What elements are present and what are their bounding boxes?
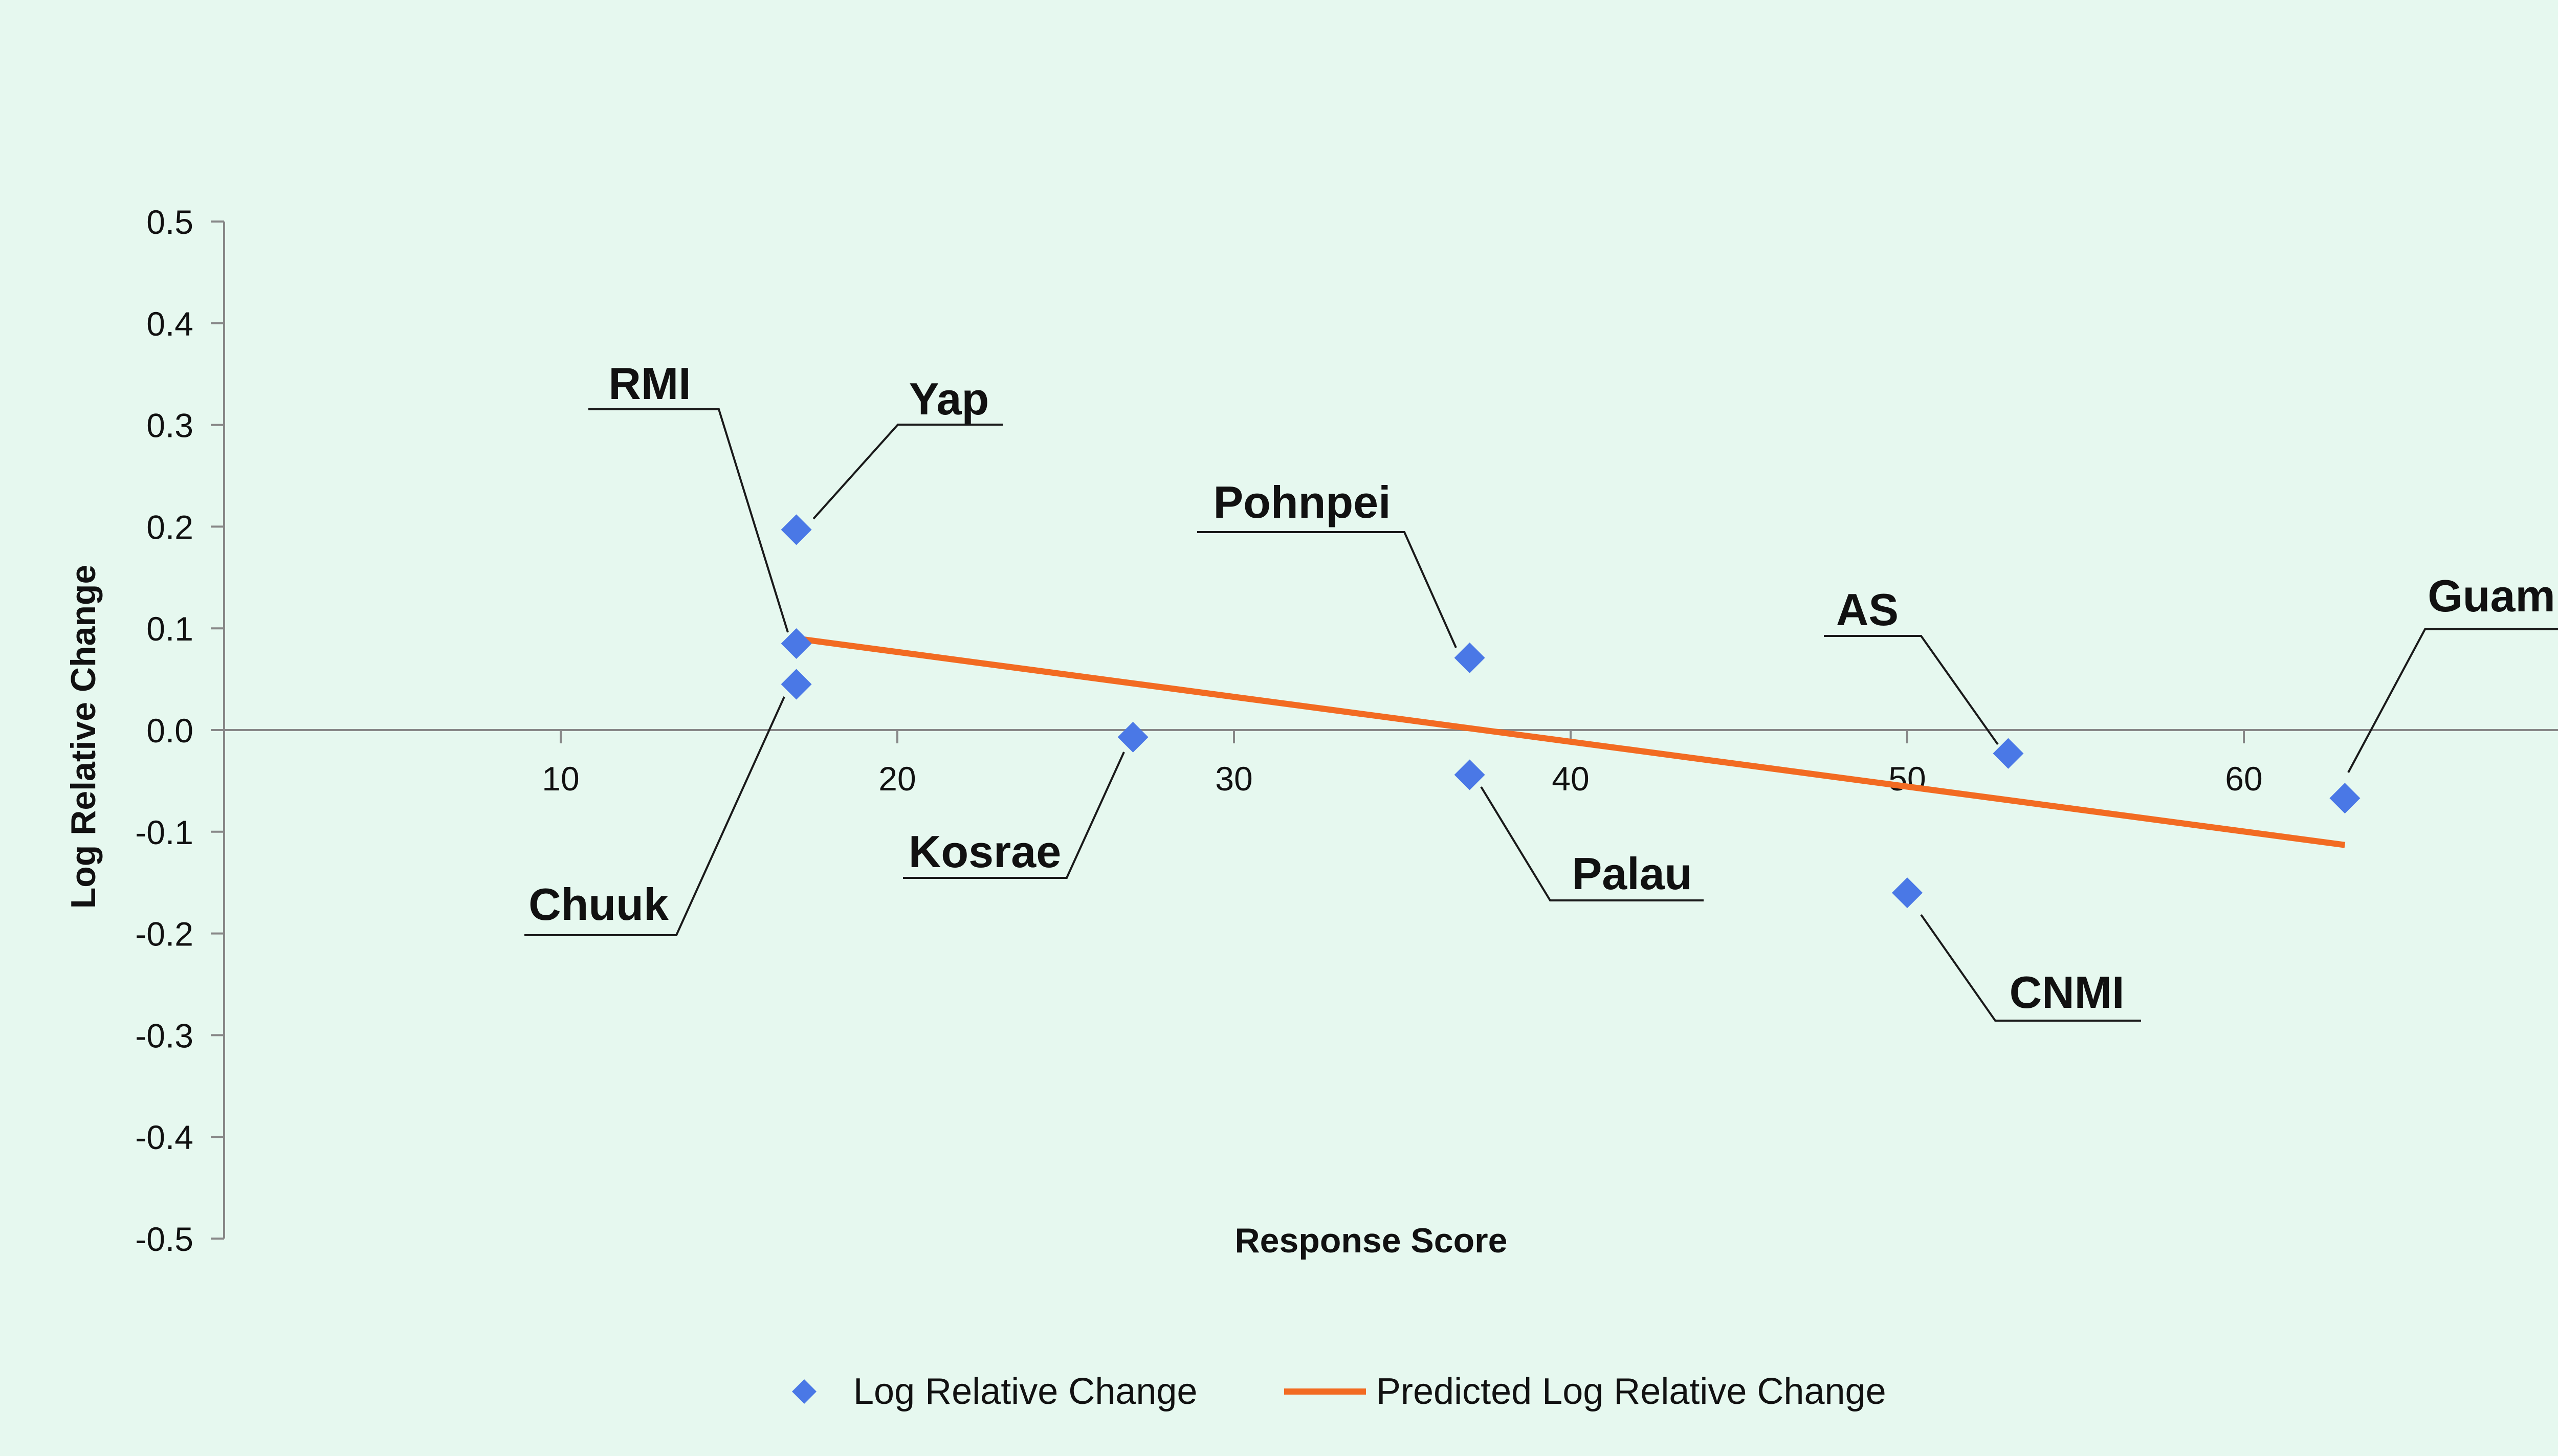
y-axis — [211, 220, 225, 1240]
trend-line — [796, 635, 2346, 848]
x-tick-label: 60 — [2225, 760, 2262, 798]
leader-kosrae — [903, 752, 1125, 879]
leader-pohnpei — [1197, 531, 1457, 648]
data-point-pohnpei — [1454, 642, 1485, 673]
y-tick-labels: 0.5 0.4 0.3 0.2 0.1 0.0 -0.1 -0.2 -0.3 -0.4 -0.5 — [135, 203, 193, 1258]
leader-as — [1824, 635, 1999, 745]
leader-cnmi — [1920, 914, 2141, 1022]
y-tick-label: 0.4 — [146, 305, 193, 343]
data-point-guam — [2329, 783, 2361, 814]
legend: Log Relative Change Predicted Log Relativ… — [792, 1371, 1886, 1412]
leader-yap — [812, 424, 1003, 520]
legend-label-line: Predicted Log Relative Change — [1376, 1371, 1886, 1412]
y-tick-label: 0.3 — [146, 407, 193, 445]
point-label-as: AS — [1836, 584, 1899, 635]
point-label-guam: Guam — [2428, 570, 2555, 621]
point-label-pohnpei: Pohnpei — [1213, 477, 1391, 527]
y-tick-label: 0.0 — [146, 712, 193, 749]
y-tick-label: -0.1 — [135, 813, 193, 851]
y-tick-label: -0.4 — [135, 1118, 193, 1156]
data-point-as — [1993, 738, 2024, 769]
point-label-chuuk: Chuuk — [528, 879, 669, 930]
legend-marker-scatter — [792, 1379, 817, 1404]
y-axis-title: Log Relative Change — [64, 565, 103, 909]
point-label-palau: Palau — [1572, 848, 1692, 899]
data-point-kosrae — [1117, 721, 1149, 753]
y-tick-label: 0.5 — [146, 203, 193, 241]
predicted-line — [796, 635, 2346, 848]
data-point-yap — [781, 514, 812, 545]
x-axis — [224, 729, 2558, 743]
y-tick-label: -0.2 — [135, 915, 193, 953]
x-tick-label: 30 — [1215, 760, 1252, 798]
leader-rmi — [588, 408, 789, 633]
point-labels: RMI Yap Chuuk Kosrae Pohnpei Palau CNMI AS Guam — [528, 358, 2555, 1018]
leader-chuuk — [524, 696, 785, 936]
data-point-chuuk — [781, 669, 812, 700]
x-tick-label: 20 — [878, 760, 916, 798]
y-tick-label: 0.2 — [146, 508, 193, 546]
x-tick-label: 50 — [1888, 760, 1926, 798]
leader-palau — [1480, 786, 1704, 901]
point-label-rmi: RMI — [608, 358, 691, 409]
data-point-palau — [1454, 759, 1485, 790]
y-tick-label: -0.5 — [135, 1220, 193, 1258]
legend-label-scatter: Log Relative Change — [853, 1371, 1197, 1412]
data-point-rmi — [781, 628, 812, 659]
y-tick-label: -0.3 — [135, 1017, 193, 1054]
y-tick-label: 0.1 — [146, 610, 193, 648]
point-label-yap: Yap — [909, 373, 989, 424]
x-tick-label: 40 — [1552, 760, 1589, 798]
leader-guam — [2347, 628, 2558, 773]
data-points — [781, 514, 2361, 909]
point-label-cnmi: CNMI — [2010, 967, 2125, 1018]
x-axis-title: Response Score — [1235, 1221, 1508, 1260]
x-tick-labels: 10203040506070 — [542, 760, 2262, 798]
data-point-cnmi — [1892, 877, 1923, 909]
point-label-kosrae: Kosrae — [909, 826, 1061, 877]
x-tick-label: 10 — [542, 760, 579, 798]
label-leaders — [524, 408, 2558, 1022]
